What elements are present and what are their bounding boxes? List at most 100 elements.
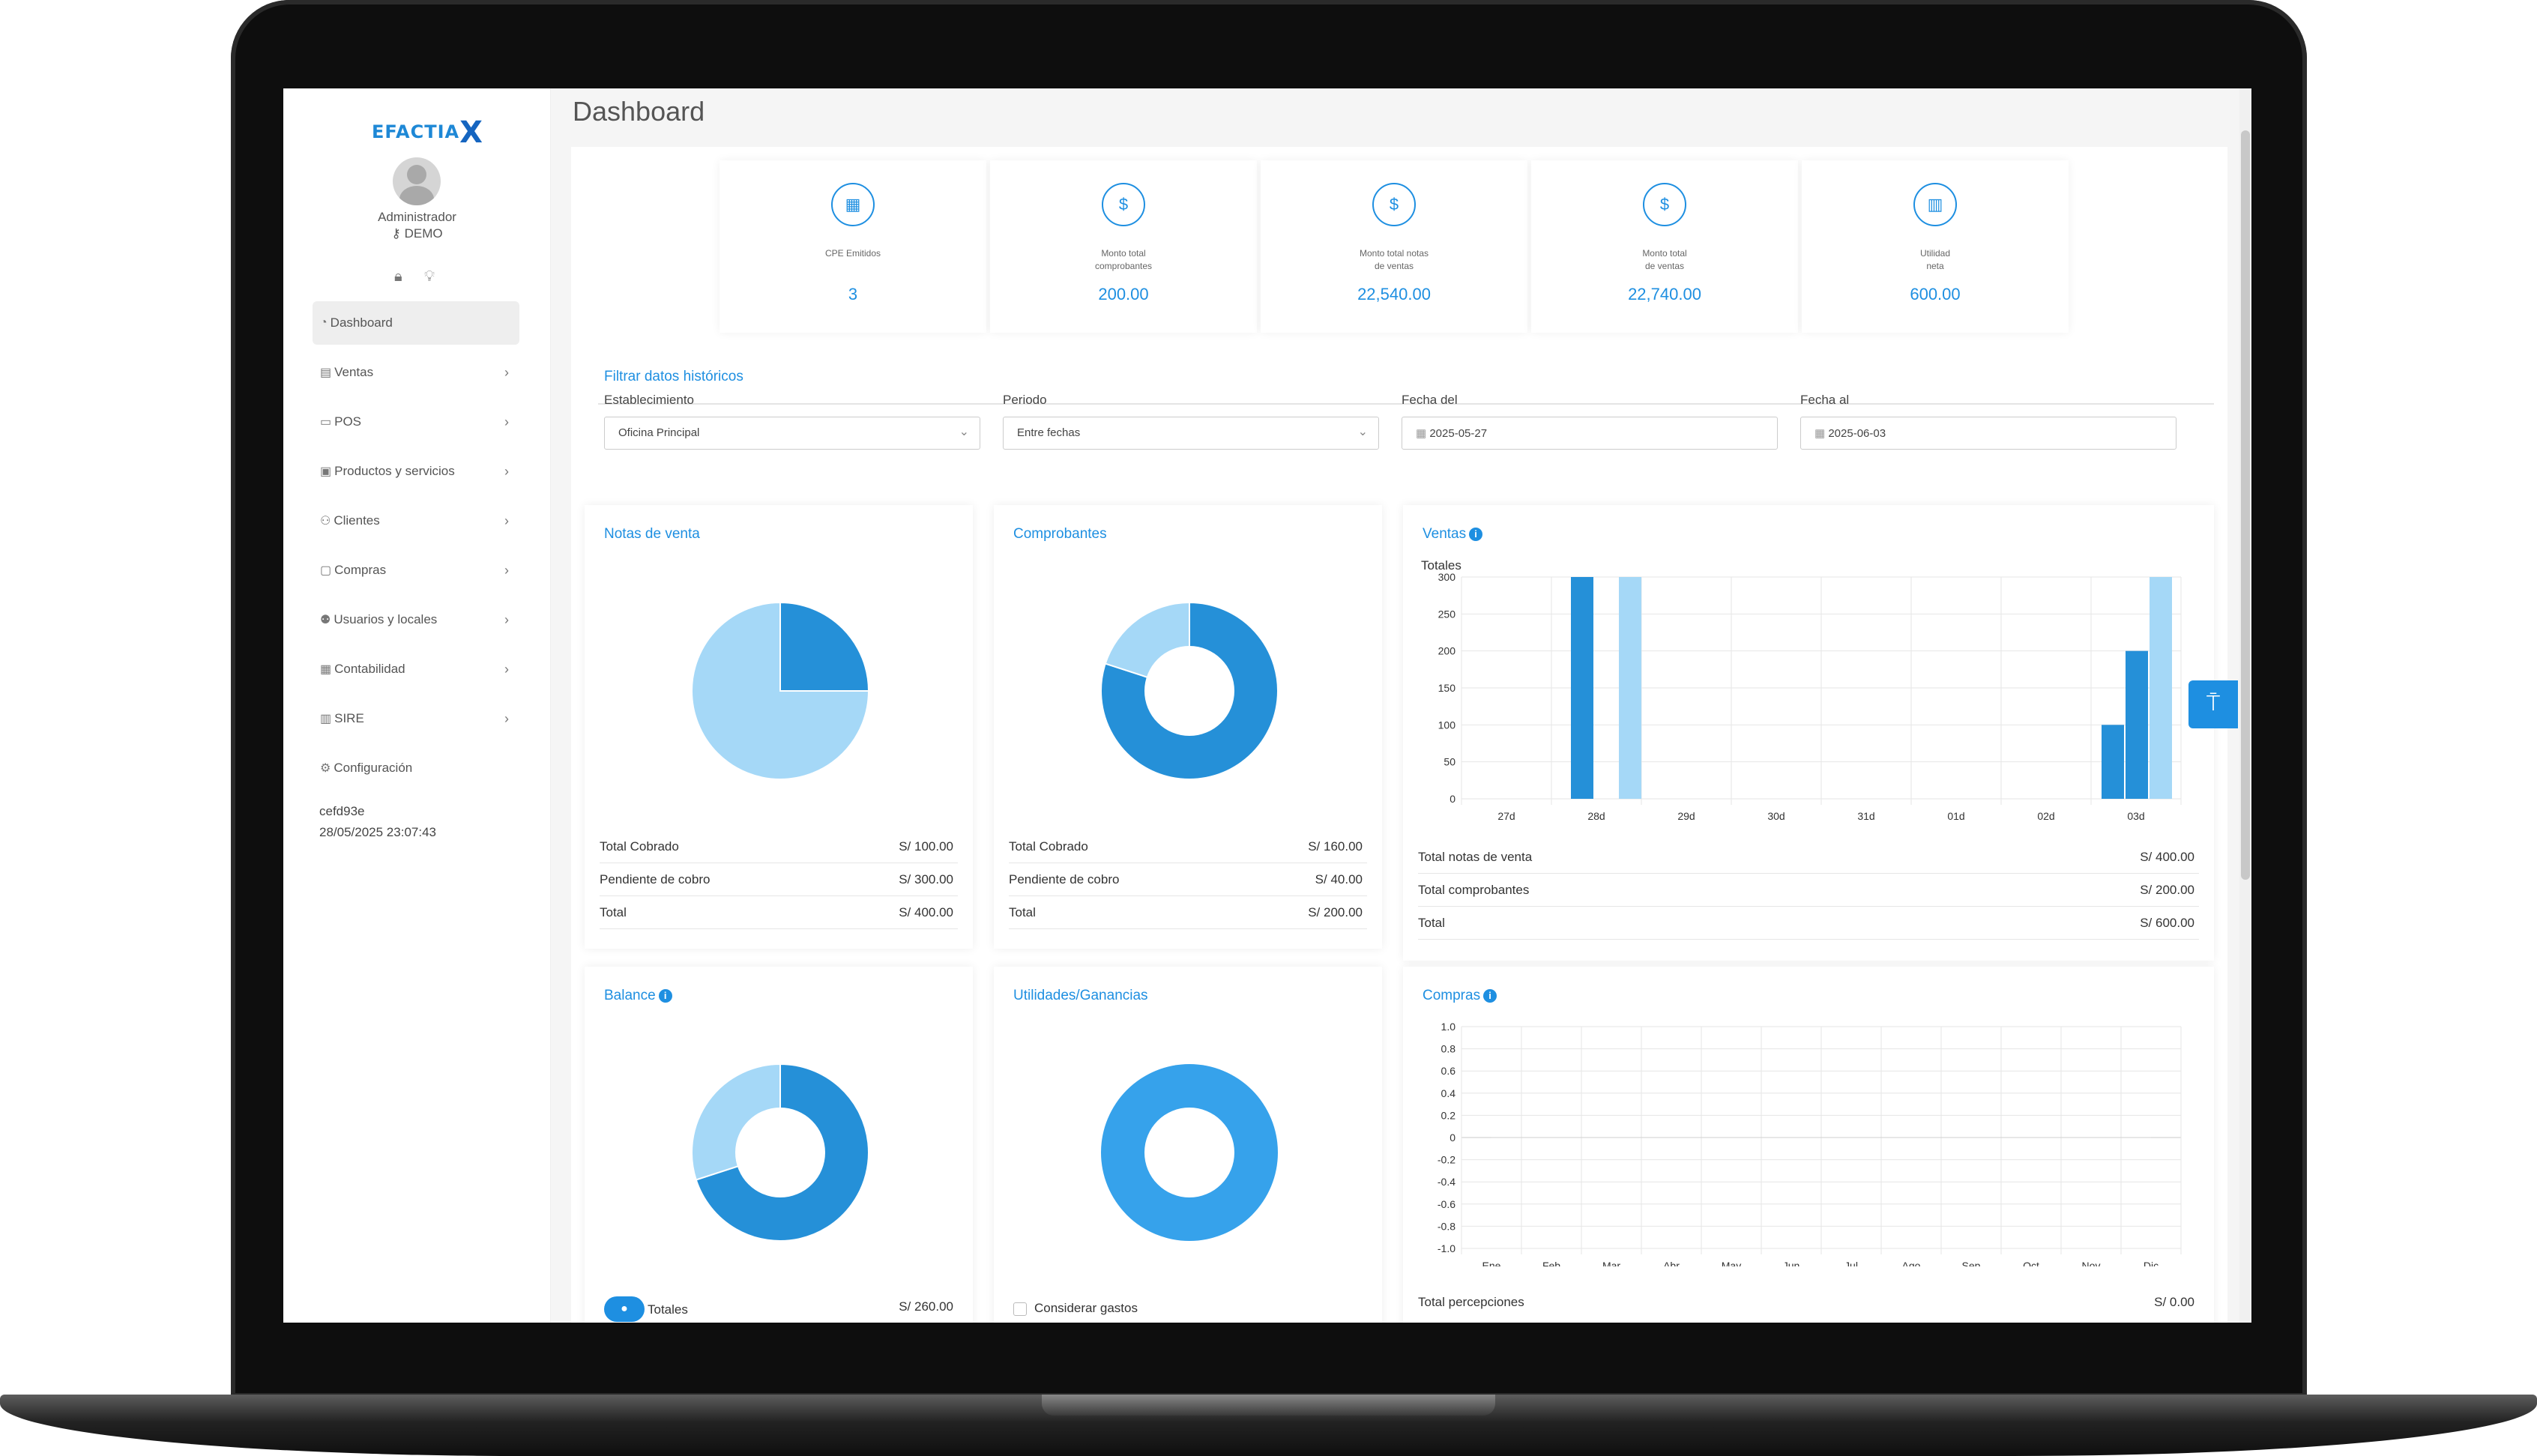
considerar-gastos-checkbox[interactable]: [1013, 1302, 1027, 1316]
sidebar-item-compras[interactable]: ▢ Compras ›: [313, 549, 519, 592]
paint-roller-icon[interactable]: ⍑: [2188, 680, 2238, 728]
utilidades-card: Utilidades/Ganancias Considerar gastos: [994, 967, 1382, 1323]
scrollbar-thumb[interactable]: [2241, 130, 2250, 880]
pie-slice[interactable]: [691, 601, 870, 780]
row-value: S/ 40.00: [1315, 872, 1363, 886]
y-tick-label: -1.0: [1438, 1242, 1455, 1254]
y-tick-label: 0.8: [1441, 1043, 1456, 1055]
ventas-title-text: Ventas: [1423, 526, 1467, 542]
scrollbar[interactable]: [2239, 88, 2251, 1323]
sidebar-item-label: Compras: [334, 563, 387, 577]
periodo-select[interactable]: Entre fechas ⌄: [1003, 417, 1379, 450]
establecimiento-select[interactable]: Oficina Principal ⌄: [604, 417, 980, 450]
sidebar-item-dashboard[interactable]: ◔ Dashboard: [313, 301, 519, 345]
y-tick-label: 1.0: [1441, 1021, 1456, 1033]
y-axis-label: Totales: [1421, 558, 1461, 573]
x-tick-label: Feb: [1542, 1260, 1560, 1266]
row-value: S/ 400.00: [899, 905, 953, 919]
utilidades-title[interactable]: Utilidades/Ganancias: [1013, 988, 1148, 1003]
info-icon[interactable]: i: [1469, 528, 1483, 541]
sidebar-item-ventas[interactable]: ▤ Ventas ›: [313, 351, 519, 394]
sidebar-item-contabilidad[interactable]: ▦ Contabilidad ›: [313, 647, 519, 691]
row-label: Total: [600, 905, 627, 919]
x-tick-label: Mar: [1602, 1260, 1620, 1266]
notas-venta-title[interactable]: Notas de venta: [604, 526, 700, 542]
bar[interactable]: [1571, 577, 1593, 799]
y-tick-label: 200: [1438, 645, 1456, 657]
y-tick-label: 0.2: [1441, 1109, 1456, 1121]
filter-title[interactable]: Filtrar datos históricos: [604, 369, 743, 384]
row-value: S/ 400.00: [2140, 850, 2194, 864]
sidebar-item-pos[interactable]: ▭ POS ›: [313, 400, 519, 444]
page-title: Dashboard: [573, 96, 705, 127]
avatar[interactable]: [393, 157, 441, 205]
ventas-title[interactable]: Ventas i: [1423, 526, 1483, 543]
ventas-chart: Totales 0 50 100 150 200 250 300 27d 28d 29d 30d 31d…: [1421, 558, 2182, 822]
stat-value: 22,740.00: [1628, 285, 1701, 303]
bar[interactable]: [1619, 577, 1641, 799]
lightbulb-icon[interactable]: 💡︎: [424, 268, 435, 285]
dashboard-icon: ◔: [320, 316, 328, 329]
x-tick-label: Abr: [1663, 1260, 1680, 1266]
stat-label: Monto total notas de ventas: [1359, 248, 1429, 271]
row-label: Total comprobantes: [1418, 883, 1530, 897]
sire-icon: ▥: [320, 713, 332, 725]
balance-title[interactable]: Balance i: [604, 988, 672, 1004]
pie-slice[interactable]: [779, 601, 870, 692]
chevron-right-icon: ›: [504, 611, 509, 627]
row-value: S/ 100.00: [899, 839, 953, 854]
y-tick-label: 0: [1450, 793, 1455, 805]
stat-card: ▥ Utilidad neta 600.00: [1802, 160, 2069, 333]
row-label: Total: [1009, 905, 1036, 919]
app-logo[interactable]: EFACTIAX: [372, 111, 483, 150]
compras-title[interactable]: Compras i: [1423, 988, 1497, 1004]
row-value: S/ 200.00: [1308, 905, 1363, 919]
bar[interactable]: [2150, 577, 2172, 799]
toggle-switch[interactable]: ●: [604, 1296, 645, 1322]
chart-icon: ▥: [1913, 183, 1957, 226]
dollar-icon: $: [1643, 183, 1686, 226]
fecha-del-input[interactable]: ▦ 2025-05-27: [1402, 417, 1778, 450]
pie-slice[interactable]: [1100, 601, 1279, 780]
dollar-icon: $: [1102, 183, 1145, 226]
x-tick-label: Ene: [1482, 1260, 1501, 1266]
app-screen: EFACTIAX Administrador ⚷ DEMO 🔒︎ 💡︎ ◔ Das…: [283, 88, 2251, 1323]
ventas-card: Ventas i Totales 0 50 100 150 200 250 300 27d 28d 2…: [1403, 505, 2214, 961]
info-icon[interactable]: i: [1483, 989, 1497, 1003]
table-row: Total Cobrado S/ 100.00: [600, 830, 958, 863]
table-row: Pendiente de cobro S/ 40.00: [1009, 863, 1367, 896]
fecha-del-label: Fecha del: [1402, 393, 1458, 407]
info-icon[interactable]: i: [658, 989, 672, 1003]
stat-card: ▦ CPE Emitidos 3: [720, 160, 986, 333]
chevron-down-icon: ⌄: [959, 426, 969, 438]
monitor-icon: ▭: [320, 416, 332, 429]
chevron-right-icon: ›: [504, 513, 509, 528]
sidebar-item-sire[interactable]: ▥ SIRE ›: [313, 697, 519, 740]
sidebar-item-configuraci-n[interactable]: ⚙ Configuración: [313, 746, 519, 790]
user-group-icon: ⚉: [320, 614, 331, 626]
user-mode-label: DEMO: [404, 226, 443, 241]
stat-card: $ Monto total notas de ventas 22,540.00: [1261, 160, 1527, 333]
x-tick-label: Jun: [1783, 1260, 1800, 1266]
y-tick-label: -0.8: [1438, 1220, 1455, 1232]
y-tick-label: 100: [1438, 719, 1456, 731]
comprobantes-title[interactable]: Comprobantes: [1013, 526, 1107, 542]
laptop-notch: [1042, 1395, 1495, 1416]
sidebar-item-label: Dashboard: [330, 315, 393, 330]
balance-title-text: Balance: [604, 988, 656, 1003]
table-row: Total S/ 400.00: [600, 896, 958, 929]
chevron-down-icon: ⌄: [1357, 426, 1368, 438]
sidebar-item-usuarios-y-locales[interactable]: ⚉ Usuarios y locales ›: [313, 598, 519, 641]
fecha-al-input[interactable]: ▦ 2025-06-03: [1800, 417, 2176, 450]
logo-text: EFACTIA: [372, 121, 460, 142]
sidebar-item-label: Contabilidad: [334, 662, 405, 676]
bar[interactable]: [2126, 650, 2148, 799]
lock-icon[interactable]: 🔒︎: [394, 268, 402, 285]
chevron-right-icon: ›: [504, 562, 509, 578]
sidebar-item-clientes[interactable]: ⚇ Clientes ›: [313, 499, 519, 543]
divider: [598, 403, 2214, 405]
sidebar-item-productos-y-servicios[interactable]: ▣ Productos y servicios ›: [313, 450, 519, 493]
balance-chart: [691, 1063, 869, 1242]
bar[interactable]: [2102, 725, 2124, 799]
receipt-icon: ▤: [320, 366, 332, 379]
